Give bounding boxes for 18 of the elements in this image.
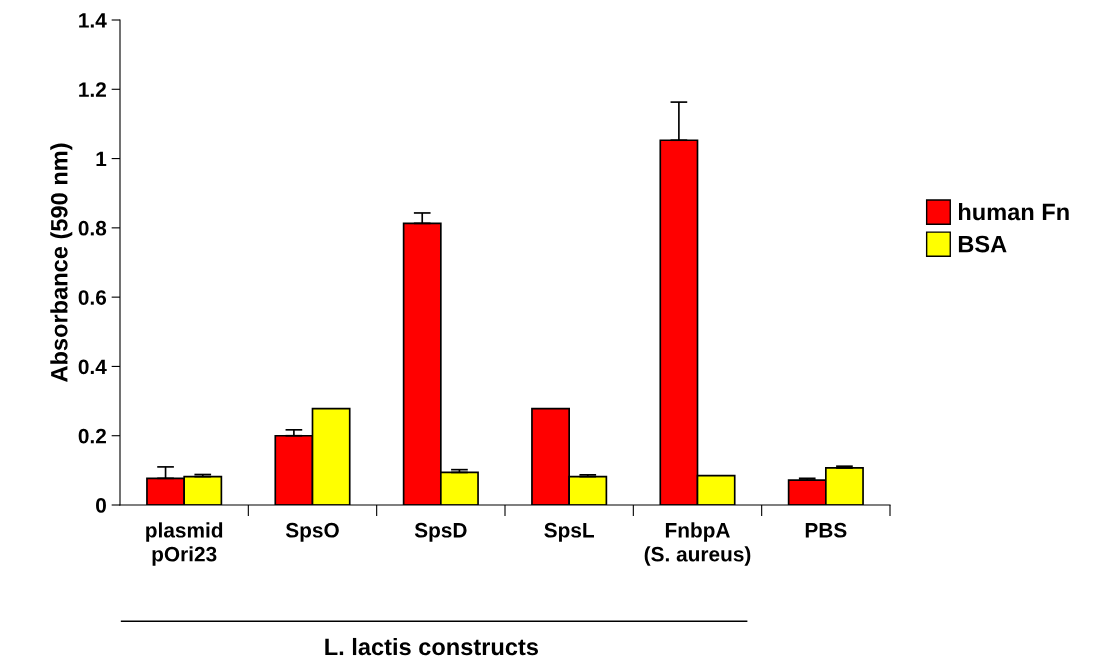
y-tick-label: 0.4: [78, 359, 107, 375]
y-axis-title: Absorbance (590 nm): [50, 143, 73, 382]
x-tick-label: FnbpA (S. aureus): [644, 522, 751, 566]
y-tick-label: 0.8: [78, 220, 107, 236]
x-tick-label: SpsD: [414, 522, 467, 542]
legend-label: BSA: [958, 235, 1007, 253]
legend-label: human Fn: [958, 203, 1069, 221]
x-tick-label: plasmid pOri23: [146, 522, 223, 566]
y-tick-label: 1.4: [79, 13, 107, 28]
y-tick-label: 0.6: [78, 290, 107, 305]
x-tick-label: SpsO: [285, 522, 339, 542]
text: L. lactis constructs: [325, 637, 538, 656]
x-tick-label: PBS: [805, 522, 847, 538]
x-tick-label: SpsL: [544, 522, 594, 542]
y-tick-label: 1: [96, 151, 107, 167]
y-tick-label: 0: [96, 498, 106, 513]
y-tick-label: 1.2: [79, 82, 106, 97]
y-tick-label: 0.2: [78, 428, 106, 444]
